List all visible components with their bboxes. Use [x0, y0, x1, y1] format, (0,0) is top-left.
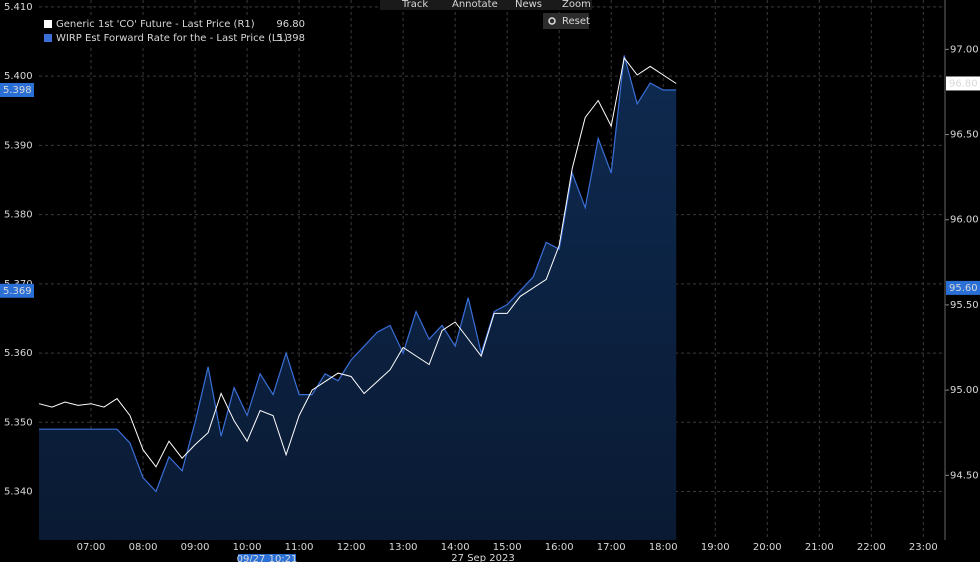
x-tick-label: 07:00	[77, 542, 106, 553]
y2-tick-label: 97.00	[950, 44, 979, 55]
cursor-box	[238, 554, 296, 562]
legend-box	[40, 15, 310, 47]
line	[39, 55, 677, 493]
y-tick-label: 5.340	[4, 487, 33, 498]
y-tick-label: 5.410	[4, 2, 33, 13]
reset-icon	[548, 17, 556, 25]
y-tick-label: 5.350	[4, 417, 33, 428]
x-tick-label: 10:00	[233, 542, 262, 553]
y-tag-label: 5.398	[3, 85, 32, 96]
x-tick-label: 21:00	[805, 542, 834, 553]
toolbar-bg	[380, 0, 592, 10]
cursor-label: 09/27 10:21	[237, 554, 298, 562]
toolbar-button[interactable]: Zoom	[562, 0, 591, 10]
reset-label[interactable]: Reset	[562, 16, 590, 27]
x-tick-label: 14:00	[441, 542, 470, 553]
legend-value: 5.398	[276, 33, 305, 44]
toolbar-button[interactable]: News	[515, 0, 542, 10]
x-tick-label: 16:00	[545, 542, 574, 553]
y2-tick-label: 96.00	[950, 215, 979, 226]
toolbar-button[interactable]: Track	[401, 0, 428, 10]
y2-tick-label: 96.50	[950, 130, 979, 141]
legend-swatch	[44, 34, 52, 42]
y2-tick-label: 95.00	[950, 385, 979, 396]
y-tag-label: 5.369	[3, 286, 32, 297]
legend-value: 96.80	[276, 19, 305, 30]
y2-tick-label: 95.50	[950, 300, 979, 311]
x-tick-label: 20:00	[753, 542, 782, 553]
y-tick-label: 5.400	[4, 71, 33, 82]
y2-tag-box	[946, 280, 980, 295]
y-tag-box	[0, 83, 34, 97]
area	[39, 55, 677, 541]
line	[38, 56, 677, 468]
legend-label: Generic 1st 'CO' Future - Last Price (R1…	[56, 19, 255, 30]
x-tick-label: 12:00	[337, 542, 366, 553]
x-tick-label: 19:00	[701, 542, 730, 553]
x-tick-label: 22:00	[857, 542, 886, 553]
y2-tick-label: 94.50	[950, 470, 979, 481]
x-tick-label: 23:00	[909, 542, 938, 553]
y2-tag-box	[946, 76, 980, 91]
x-tick-label: 15:00	[493, 542, 522, 553]
x-tick-label: 11:00	[285, 542, 314, 553]
legend-label: WIRP Est Forward Rate for the - Last Pri…	[56, 33, 288, 44]
x-tick-label: 08:00	[129, 542, 158, 553]
reset-button[interactable]	[543, 13, 589, 29]
y-tick-label: 5.360	[4, 348, 33, 359]
y-tag-box	[0, 283, 34, 298]
x-tick-label: 18:00	[649, 542, 678, 553]
date-label: 27 Sep 2023	[451, 553, 514, 562]
y-tick-label: 5.390	[4, 140, 33, 151]
x-tick-label: 17:00	[597, 542, 626, 553]
y2-tag-label: 96.80	[949, 78, 978, 89]
toolbar-button[interactable]: Annotate	[452, 0, 498, 10]
y-tick-label: 5.380	[4, 210, 33, 221]
y2-tag-label: 95.60	[949, 283, 978, 294]
x-tick-label: 09:00	[181, 542, 210, 553]
x-tick-label: 13:00	[389, 542, 418, 553]
legend-swatch	[44, 20, 52, 28]
